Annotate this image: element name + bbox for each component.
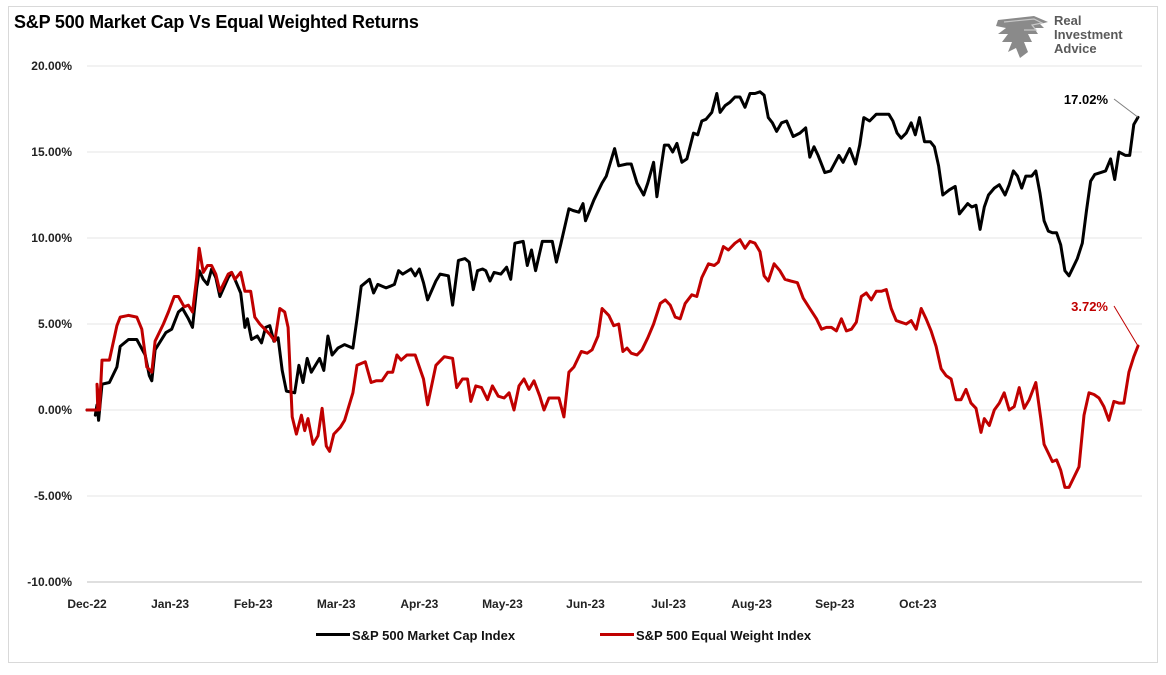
brand-logo: Real Investment Advice [994,12,1144,62]
x-tick-label: Jun-23 [566,597,605,611]
x-tick-label: Aug-23 [731,597,772,611]
legend-label-equal-weight: S&P 500 Equal Weight Index [636,628,812,643]
x-tick-label: Dec-22 [67,597,107,611]
legend-swatch-equal-weight [600,633,634,637]
end-label-equal-weight: 3.72% [1071,299,1108,314]
series-line-equal-weight [85,238,1140,489]
x-tick-label: Jan-23 [151,597,189,611]
logo-wordmark: Real Investment Advice [1054,14,1123,56]
x-tick-label: Sep-23 [815,597,855,611]
legend-label-market-cap: S&P 500 Market Cap Index [352,628,516,643]
y-tick-label: 0.00% [38,403,72,417]
series-line-market-cap [85,90,1140,422]
y-tick-label: 10.00% [31,231,72,245]
x-tick-label: Jul-23 [651,597,686,611]
end-label-leader-market-cap [1113,98,1139,118]
logo-line-1: Real [1054,13,1082,28]
chart-legend: S&P 500 Market Cap Index S&P 500 Equal W… [0,628,1166,648]
x-tick-label: Feb-23 [234,597,273,611]
logo-line-3: Advice [1054,41,1097,56]
chart-title: S&P 500 Market Cap Vs Equal Weighted Ret… [14,12,419,32]
y-tick-label: -10.00% [27,575,72,589]
legend-item-equal-weight: S&P 500 Equal Weight Index [600,628,811,643]
eagle-logo-icon [996,16,1048,58]
y-tick-label: 20.00% [31,59,72,73]
logo-line-2: Investment [1054,27,1123,42]
chart-frame [8,6,1158,663]
end-label-market-cap: 17.02% [1064,92,1109,107]
x-tick-label: May-23 [482,597,523,611]
x-tick-label: Apr-23 [400,597,438,611]
legend-swatch-market-cap [316,633,350,637]
y-tick-label: 15.00% [31,145,72,159]
x-tick-label: Mar-23 [317,597,356,611]
y-tick-label: 5.00% [38,317,72,331]
legend-item-market-cap: S&P 500 Market Cap Index [316,628,515,643]
end-label-leader-equal-weight [1113,305,1139,347]
y-tick-label: -5.00% [34,489,72,503]
x-tick-label: Oct-23 [899,597,937,611]
